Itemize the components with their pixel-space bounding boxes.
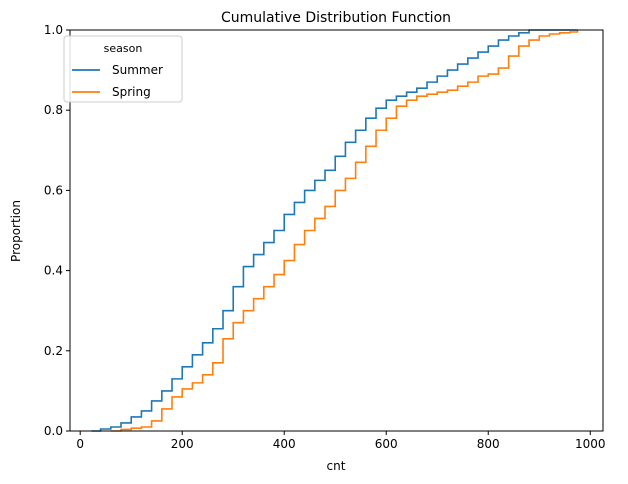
x-tick-label: 200 <box>171 437 194 451</box>
legend: season Summer Spring <box>63 35 183 103</box>
chart-title: Cumulative Distribution Function <box>221 10 451 26</box>
x-axis-label: cnt <box>327 459 346 473</box>
y-tick-label: 0.4 <box>44 264 63 278</box>
y-tick-label: 0.8 <box>44 103 63 117</box>
y-tick-label: 0.2 <box>44 344 63 358</box>
plot-area <box>91 29 579 432</box>
x-axis: 0 200 400 600 800 1000 <box>76 431 606 451</box>
legend-items: Summer Spring <box>72 63 163 99</box>
x-tick-label: 0 <box>76 437 84 451</box>
legend-label-summer: Summer <box>112 63 163 77</box>
y-tick-label: 0.6 <box>44 183 63 197</box>
x-tick-label: 1000 <box>575 437 606 451</box>
y-axis-label: Proportion <box>9 200 23 262</box>
legend-title: season <box>104 42 143 55</box>
plot-frame <box>69 29 604 432</box>
series-line-spring <box>110 30 579 432</box>
x-tick-label: 800 <box>477 437 500 451</box>
x-tick-label: 600 <box>375 437 398 451</box>
y-tick-label: 1.0 <box>44 23 63 37</box>
y-axis: 0.0 0.2 0.4 0.6 0.8 1.0 <box>44 23 70 438</box>
legend-box <box>63 35 183 103</box>
series-line-summer <box>91 29 578 432</box>
y-tick-label: 0.0 <box>44 424 63 438</box>
x-tick-label: 400 <box>273 437 296 451</box>
legend-label-spring: Spring <box>112 85 151 99</box>
